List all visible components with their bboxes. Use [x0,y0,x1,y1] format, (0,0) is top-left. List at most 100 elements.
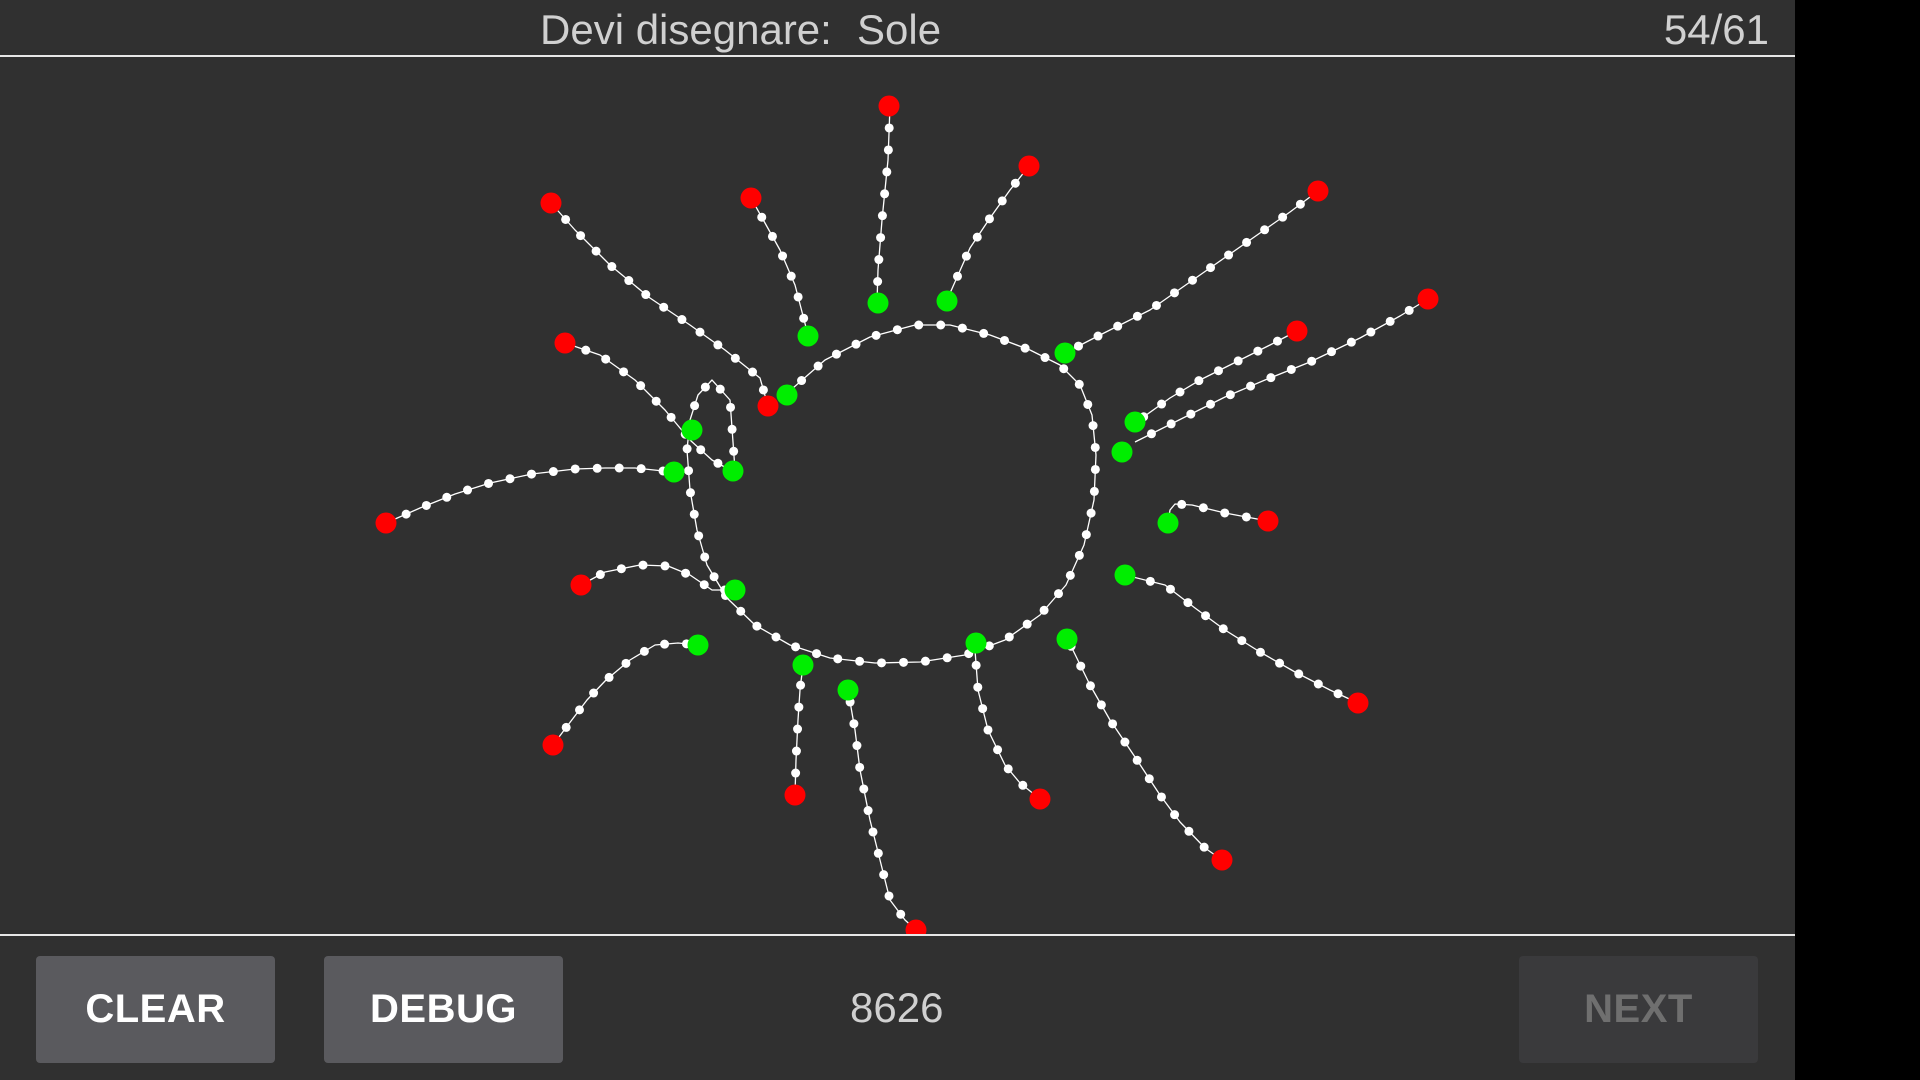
app-screen: Devi disegnare: Sole 54/61 CLEAR DEBUG 8… [0,0,1795,1080]
drawing-canvas[interactable] [0,57,1795,935]
stroke-line [552,642,699,746]
stroke-point [877,658,887,668]
stroke-point [463,485,473,495]
stroke-point [1327,347,1337,357]
stroke-point [786,271,796,281]
stroke-point [548,467,558,477]
stroke-point [942,653,952,663]
red-dot-icon [1257,510,1279,532]
stroke-point [957,323,967,333]
stroke-point [978,704,988,714]
stroke-point [855,656,865,666]
prompt-label: Devi disegnare: [540,6,832,53]
stroke-point [852,741,862,751]
stroke-point [849,719,859,729]
stroke-point [1003,764,1013,774]
stroke-point [936,320,946,330]
stroke-point [696,445,706,455]
stroke-point [859,784,869,794]
red-dot-icon [1211,849,1233,871]
stroke-point [1089,486,1099,496]
clear-button[interactable]: CLEAR [36,956,275,1063]
stroke-point [1065,570,1075,580]
stroke-point [1000,335,1010,345]
stroke-point [1120,737,1130,747]
stroke-point [1144,774,1154,784]
stroke-point [979,328,989,338]
stroke-line [974,649,1041,800]
stroke-point [1184,826,1194,836]
green-dot-icon [724,579,746,601]
stroke-point [1083,399,1093,409]
stroke-point [1241,512,1251,522]
green-dot-icon [681,419,703,441]
stroke-point [1090,442,1100,452]
stroke-point [1333,689,1343,699]
stroke-point [1255,647,1265,657]
stroke-point [1169,288,1179,298]
stroke-point [1132,311,1142,321]
stroke-point [1225,390,1235,400]
stroke-point [591,246,601,256]
stroke-point [984,641,994,651]
stroke-point [791,768,801,778]
footer-bar: CLEAR DEBUG 8626 NEXT [0,934,1795,1080]
green-dot-icon [663,461,685,483]
stroke-line [1067,639,1223,861]
stroke-point [812,649,822,659]
stroke-point [700,382,710,392]
next-button: NEXT [1519,956,1758,1063]
stroke-point [442,492,452,502]
red-dot-icon [905,919,927,935]
green-dot-icon [1124,411,1146,433]
stroke-point [713,458,723,468]
stroke-point [748,367,758,377]
stroke-point [984,214,994,224]
red-dot-icon [375,512,397,534]
stroke-point [1213,366,1223,376]
debug-button[interactable]: DEBUG [324,956,563,1063]
green-dot-icon [687,634,709,656]
stroke-point [1039,605,1049,615]
stroke-point [659,302,669,312]
green-dot-icon [936,290,958,312]
red-dot-icon [554,332,576,354]
stroke-point [1020,343,1030,353]
stroke-line [1134,298,1429,443]
stroke-point [879,870,889,880]
stroke-point [505,474,515,484]
right-edge-bar [1795,0,1920,1080]
stroke-point [1275,658,1285,668]
red-dot-icon [1417,288,1439,310]
stroke-point [914,320,924,330]
stroke-point [595,570,605,580]
stroke-point [527,469,537,479]
stroke-point [1206,263,1216,273]
stroke-point [952,271,962,281]
stroke-point [973,682,983,692]
stroke-point [1054,589,1064,599]
stroke-line [876,105,891,304]
stroke-point [1074,379,1084,389]
red-dot-icon [1286,320,1308,342]
stroke-point [1233,356,1243,366]
stroke-point [799,313,809,323]
stroke-point [899,657,909,667]
stroke-point [570,464,580,474]
stroke-point [1156,792,1166,802]
stroke-point [1146,429,1156,439]
stroke-point [660,561,670,571]
stroke-point [1366,327,1376,337]
stroke-point [561,214,571,224]
stroke-point [796,680,806,690]
stroke-point [868,827,878,837]
red-dot-icon [757,395,779,417]
stroke-point [877,211,887,221]
stroke-point [797,376,807,386]
prompt-word: Sole [857,6,942,53]
stroke-point [997,196,1007,206]
stroke-point [752,621,762,631]
stroke-point [621,658,631,668]
stroke-point [883,145,893,155]
stroke-point [729,446,739,456]
